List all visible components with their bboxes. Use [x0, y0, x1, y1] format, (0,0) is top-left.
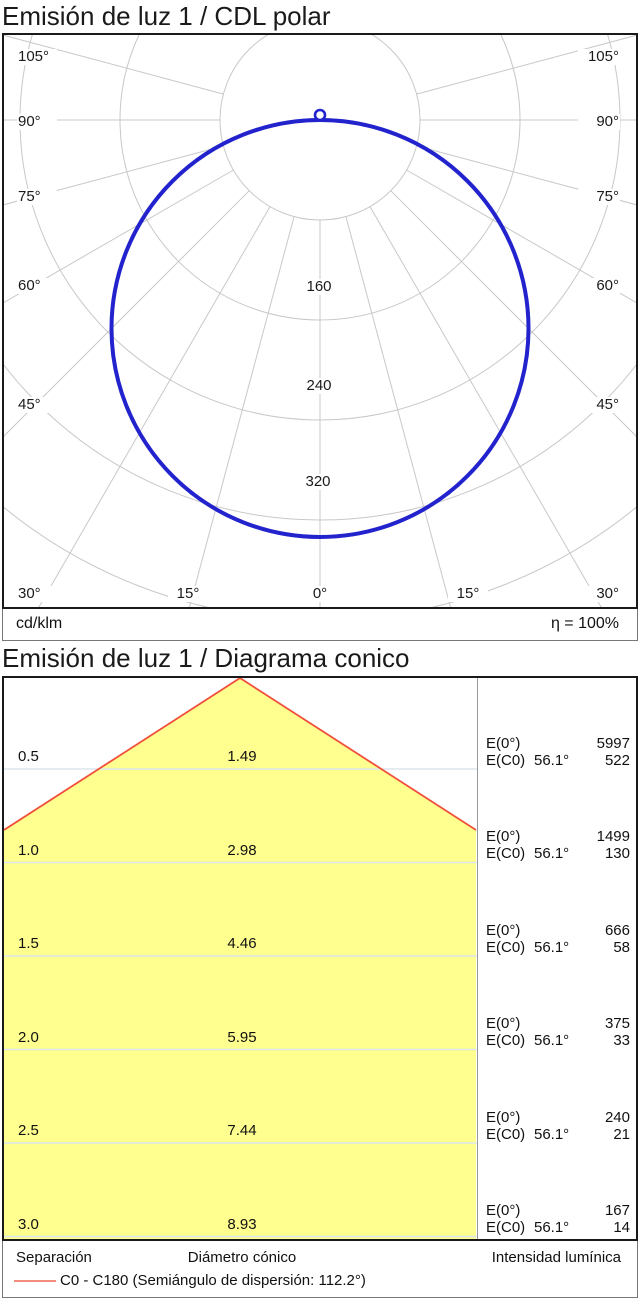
angle-label-left-90: 90°: [17, 114, 57, 130]
e0-label: E(0°): [486, 1202, 521, 1219]
polar-diagram-svg: [4, 35, 636, 607]
footer-col-separacion: Separación: [16, 1249, 92, 1266]
ec0-row: E(C0) 56.1° 21: [486, 1126, 630, 1143]
luminaire-symbol-icon: [313, 108, 327, 122]
polar-grid-rays: [4, 35, 636, 607]
footer-col-diametro: Diámetro cónico: [187, 1249, 297, 1266]
angle-label-bottom-15R: 15°: [448, 586, 488, 602]
cone-edges: [4, 678, 477, 831]
e0-label: E(0°): [486, 735, 521, 752]
separation-value: 1.5: [18, 935, 39, 952]
angle-label-right-45: 45°: [578, 397, 620, 413]
e0-value: 167: [604, 1202, 630, 1219]
intensity-block: E(0°) 167 E(C0) 56.1° 14: [486, 1202, 630, 1238]
ec0-angle: 56.1°: [533, 1219, 570, 1236]
polar-efficiency-label: η = 100%: [550, 615, 619, 632]
angle-label-left-45: 45°: [17, 397, 57, 413]
cone-footer: Separación Diámetro cónico Intensidad lu…: [2, 1241, 638, 1298]
e0-row: E(0°) 1499: [486, 828, 630, 845]
ec0-value: 130: [604, 845, 630, 862]
angle-label-right-105: 105°: [578, 49, 620, 65]
angle-label-right-90: 90°: [578, 114, 620, 130]
intensity-block: E(0°) 1499 E(C0) 56.1° 130: [486, 828, 630, 864]
angle-label-right-30: 30°: [578, 586, 620, 602]
footer-col-intensidad: Intensidad lumínica: [491, 1249, 621, 1266]
ec0-label: E(C0): [486, 752, 526, 769]
radial-tick-160: 160: [299, 279, 339, 295]
angle-label-bottom-0: 0°: [300, 586, 340, 602]
e0-row: E(0°) 240: [486, 1109, 630, 1126]
ec0-value: 58: [613, 939, 630, 956]
angle-label-bottom-15L: 15°: [168, 586, 208, 602]
diameter-value: 5.95: [227, 1029, 257, 1046]
diameter-value: 1.49: [227, 748, 257, 765]
ec0-label: E(C0): [486, 1126, 526, 1143]
angle-label-right-75: 75°: [578, 189, 620, 205]
radial-tick-240: 240: [299, 378, 339, 394]
e0-value: 5997: [596, 735, 630, 752]
angle-label-left-75: 75°: [17, 189, 57, 205]
cone-chart-area: 0.5 1.0 1.5 2.0 2.5 3.0 1.49 2.98 4.46 5…: [2, 676, 638, 1241]
separation-value: 3.0: [18, 1216, 39, 1233]
ec0-value: 21: [613, 1126, 630, 1143]
ec0-value: 14: [613, 1219, 630, 1236]
e0-value: 1499: [596, 828, 630, 845]
polar-unit-label: cd/klm: [16, 615, 63, 632]
intensity-block: E(0°) 666 E(C0) 56.1° 58: [486, 922, 630, 958]
e0-row: E(0°) 167: [486, 1202, 630, 1219]
e0-value: 375: [604, 1015, 630, 1032]
angle-label-left-105: 105°: [17, 49, 57, 65]
ec0-row: E(C0) 56.1° 130: [486, 845, 630, 862]
e0-row: E(0°) 375: [486, 1015, 630, 1032]
ec0-angle: 56.1°: [533, 1032, 570, 1049]
ec0-label: E(C0): [486, 939, 526, 956]
ec0-value: 522: [604, 752, 630, 769]
e0-row: E(0°) 666: [486, 922, 630, 939]
e0-label: E(0°): [486, 1109, 521, 1126]
angle-label-left-60: 60°: [17, 278, 57, 294]
e0-label: E(0°): [486, 1015, 521, 1032]
radial-tick-320: 320: [298, 474, 338, 490]
separation-gridlines: [4, 768, 477, 1238]
e0-label: E(0°): [486, 922, 521, 939]
legend-label: C0 - C180 (Semiángulo de dispersión: 112…: [60, 1272, 366, 1289]
intensity-block: E(0°) 240 E(C0) 56.1° 21: [486, 1109, 630, 1145]
polar-chart-title: Emisión de luz 1 / CDL polar: [2, 1, 331, 31]
ec0-value: 33: [613, 1032, 630, 1049]
ec0-angle: 56.1°: [533, 752, 570, 769]
diameter-value: 2.98: [227, 842, 257, 859]
cone-chart-title: Emisión de luz 1 / Diagrama conico: [2, 643, 410, 673]
e0-value: 666: [604, 922, 630, 939]
e0-value: 240: [604, 1109, 630, 1126]
ec0-angle: 56.1°: [533, 1126, 570, 1143]
ec0-row: E(C0) 56.1° 58: [486, 939, 630, 956]
ec0-label: E(C0): [486, 1219, 526, 1236]
angle-label-right-60: 60°: [578, 278, 620, 294]
e0-row: E(0°) 5997: [486, 735, 630, 752]
ec0-label: E(C0): [486, 1032, 526, 1049]
intensity-block: E(0°) 375 E(C0) 56.1° 33: [486, 1015, 630, 1051]
ec0-angle: 56.1°: [533, 845, 570, 862]
diameter-value: 7.44: [227, 1122, 257, 1139]
separation-value: 1.0: [18, 842, 39, 859]
ec0-label: E(C0): [486, 845, 526, 862]
diameter-value: 4.46: [227, 935, 257, 952]
ec0-row: E(C0) 56.1° 14: [486, 1219, 630, 1236]
polar-footer: cd/klm η = 100%: [2, 609, 638, 641]
polar-chart-area: 160 240 320 105° 90° 75° 60° 45° 30° 105…: [2, 33, 638, 609]
separation-value: 0.5: [18, 748, 39, 765]
separation-value: 2.5: [18, 1122, 39, 1139]
intensity-block: E(0°) 5997 E(C0) 56.1° 522: [486, 735, 630, 771]
ec0-row: E(C0) 56.1° 522: [486, 752, 630, 769]
ec0-row: E(C0) 56.1° 33: [486, 1032, 630, 1049]
cone-diagram-svg: [4, 678, 478, 1239]
diameter-value: 8.93: [227, 1216, 257, 1233]
ec0-angle: 56.1°: [533, 939, 570, 956]
light-cone-shape: [4, 678, 476, 1239]
angle-label-left-30: 30°: [17, 586, 57, 602]
separation-value: 2.0: [18, 1029, 39, 1046]
legend-line-icon: [14, 1280, 56, 1282]
e0-label: E(0°): [486, 828, 521, 845]
